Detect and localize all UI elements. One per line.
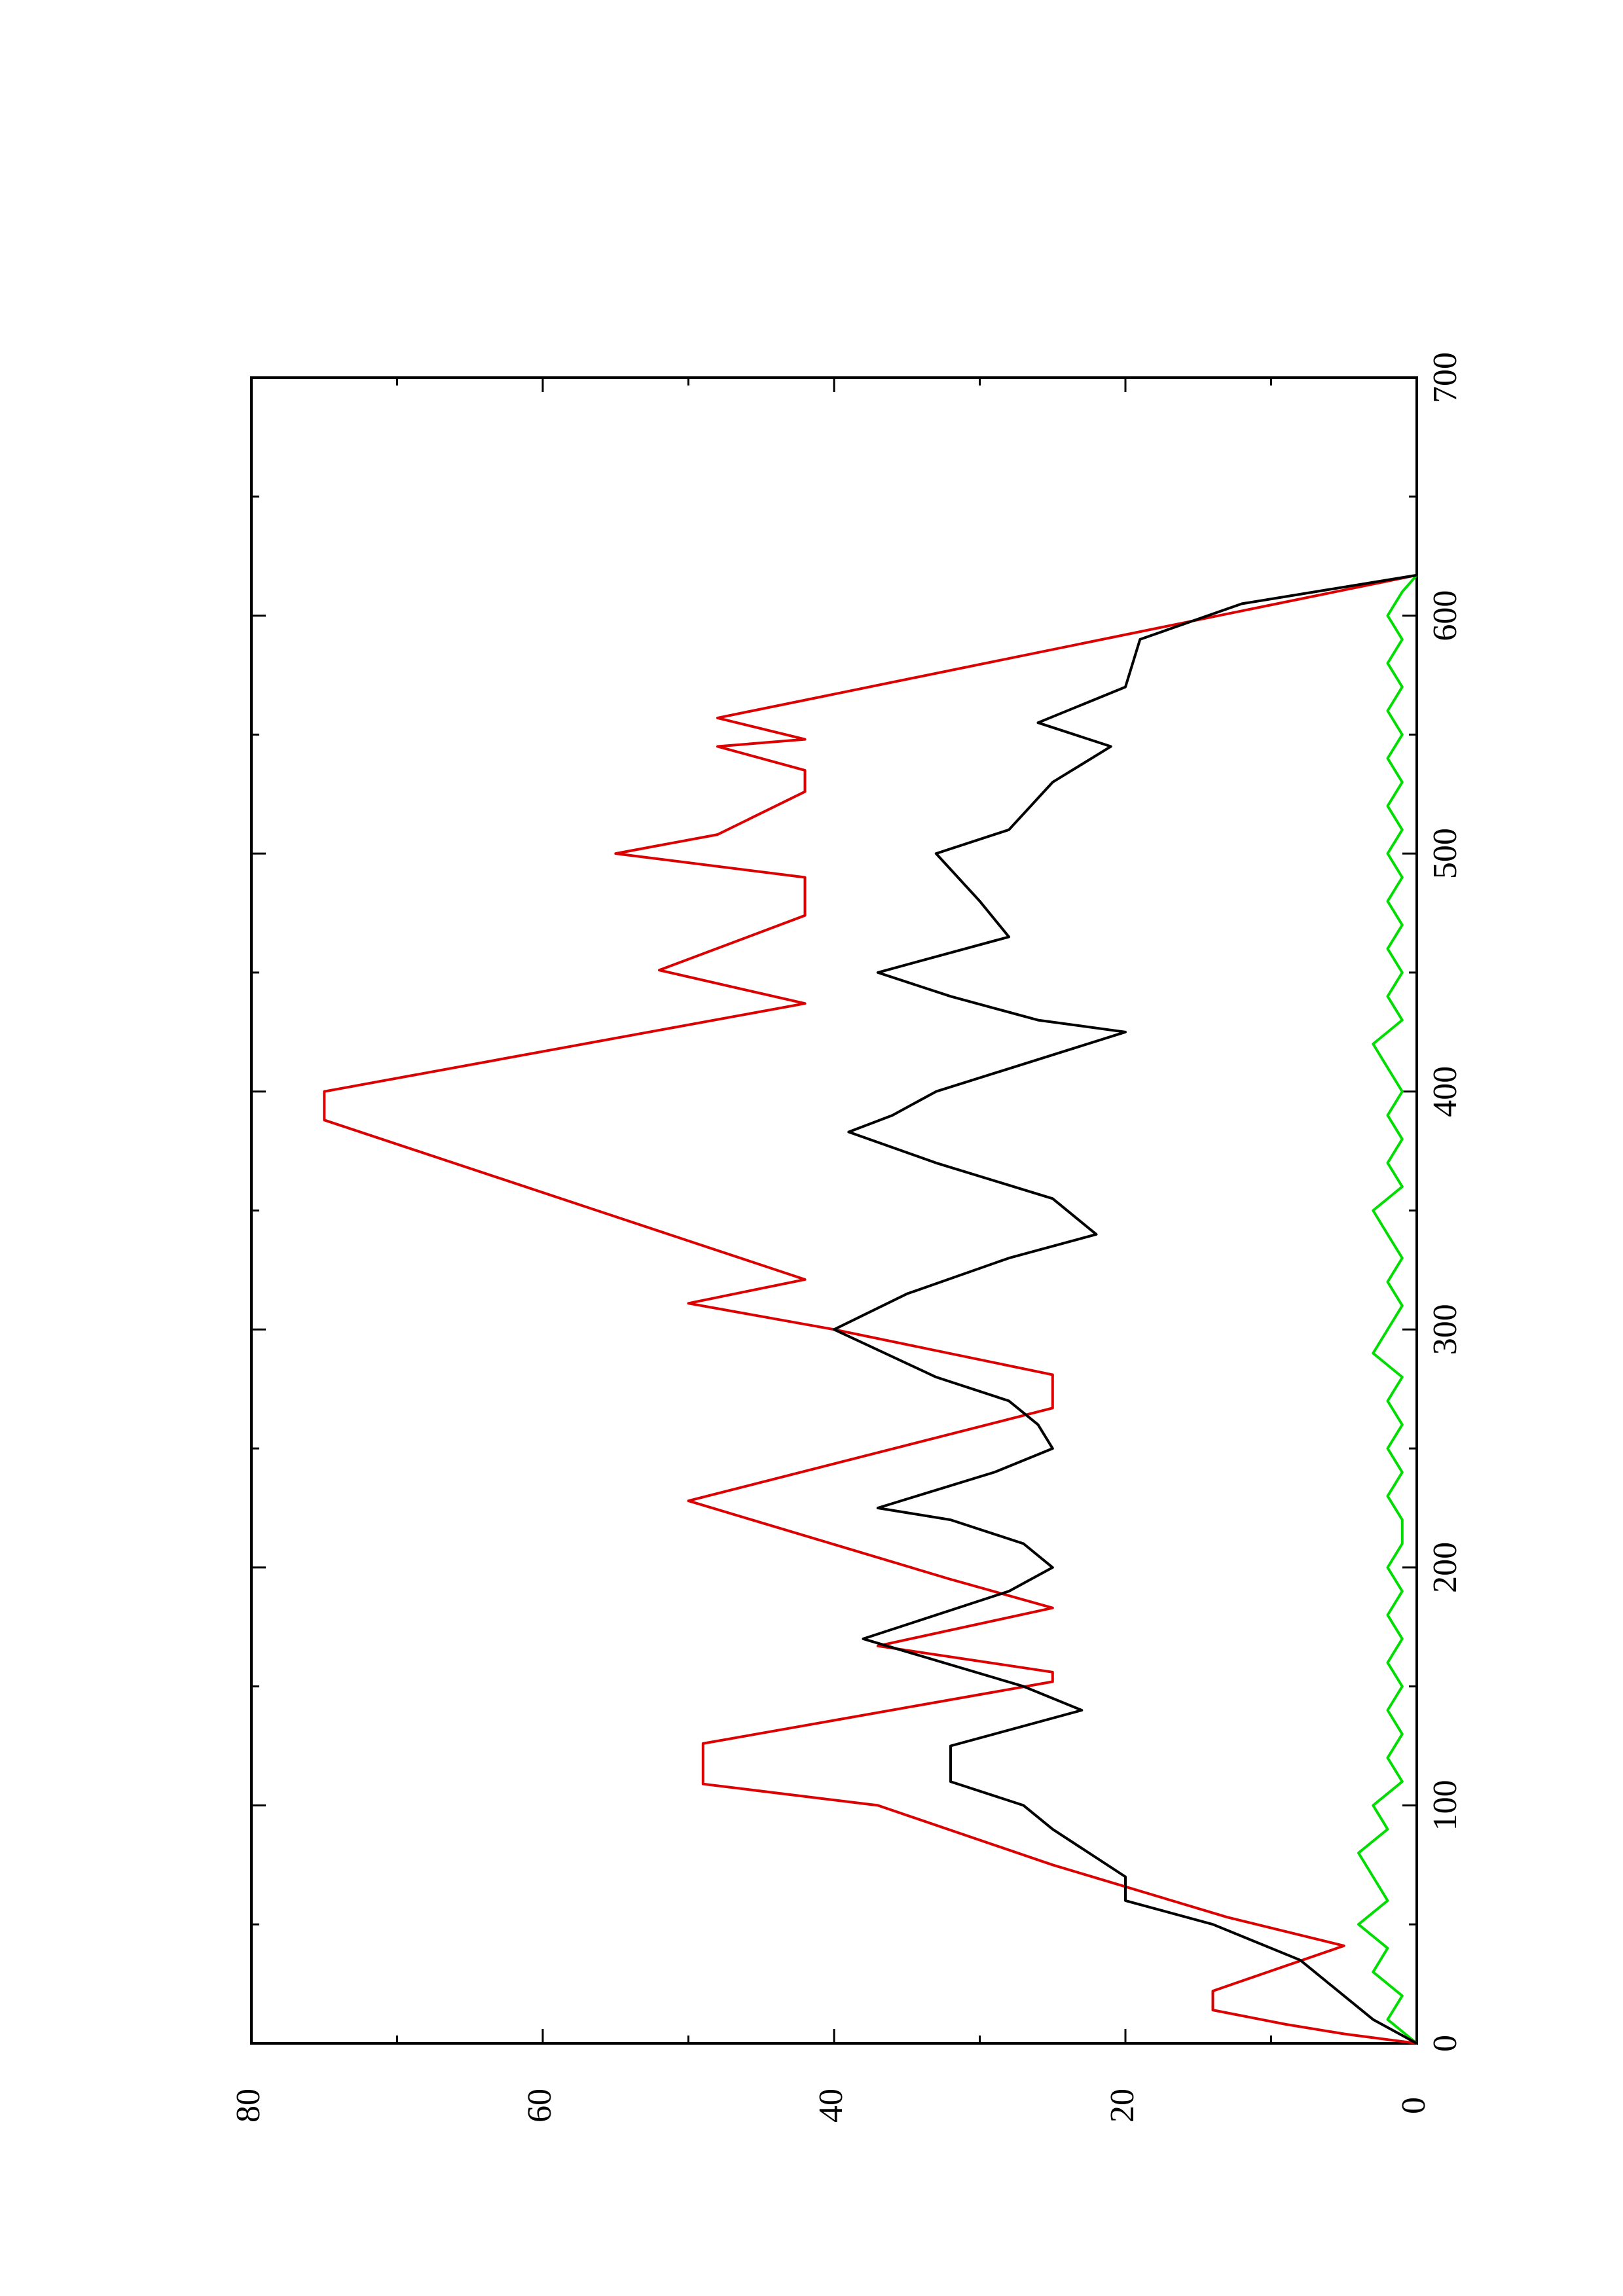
series-line bbox=[323, 573, 1417, 2045]
series-line bbox=[833, 573, 1417, 2045]
x-tick-label: 700 bbox=[1427, 352, 1464, 403]
y-tick-label: 80 bbox=[230, 2089, 267, 2123]
y-tick-label: 0 bbox=[1395, 2097, 1432, 2114]
x-tick-label: 400 bbox=[1427, 1066, 1464, 1117]
y-tick-label: 20 bbox=[1104, 2089, 1141, 2123]
plot-frame bbox=[250, 376, 1418, 2045]
x-tick-label: 0 bbox=[1427, 2035, 1464, 2052]
y-tick-label: 60 bbox=[521, 2089, 558, 2123]
x-tick-label: 500 bbox=[1427, 828, 1464, 879]
series-line bbox=[1357, 574, 1418, 2045]
x-tick-label: 100 bbox=[1427, 1780, 1464, 1831]
y-tick-label: 40 bbox=[812, 2089, 850, 2123]
x-tick-label: 300 bbox=[1427, 1304, 1464, 1355]
x-tick-label: 200 bbox=[1427, 1542, 1464, 1593]
x-tick-label: 600 bbox=[1427, 590, 1464, 641]
